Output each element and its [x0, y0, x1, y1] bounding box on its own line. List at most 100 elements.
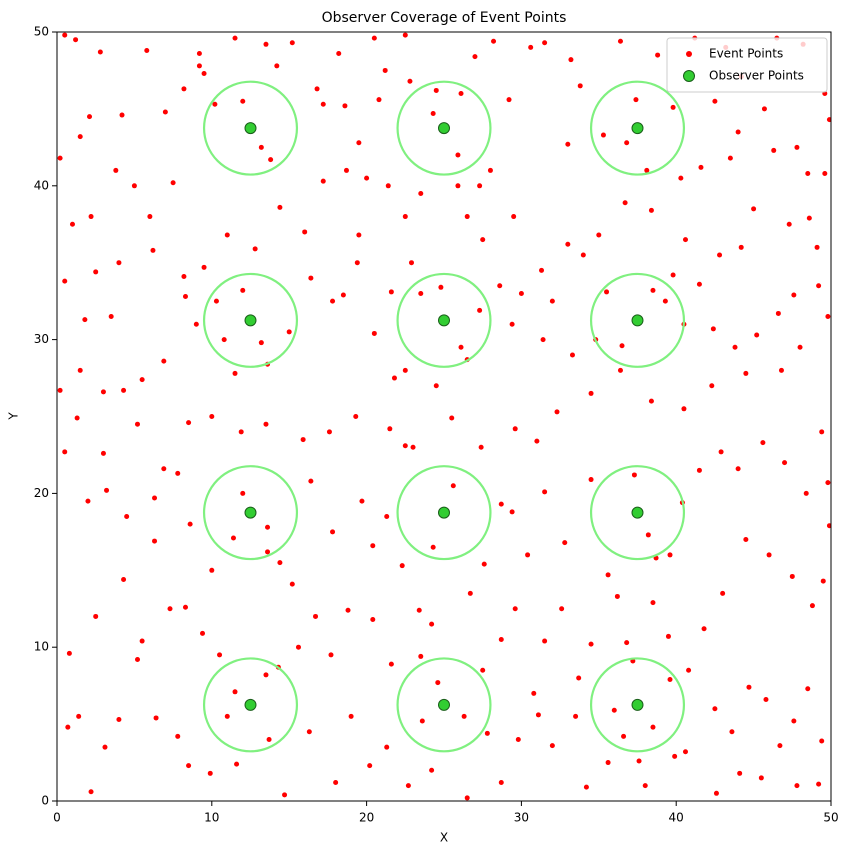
event-point: [619, 343, 625, 349]
event-point: [644, 167, 650, 173]
x-tick-label: 20: [359, 811, 374, 825]
event-point: [743, 537, 749, 543]
event-point: [718, 449, 724, 455]
observer-point: [438, 698, 450, 711]
event-point: [735, 466, 741, 472]
event-point: [134, 657, 140, 663]
event-point: [320, 101, 326, 107]
event-point: [480, 667, 486, 673]
legend-label: Observer Points: [709, 69, 804, 83]
event-point: [624, 140, 630, 146]
event-point: [308, 275, 314, 281]
coverage-circle: [396, 657, 492, 753]
event-point: [100, 450, 106, 456]
event-point: [642, 783, 648, 789]
event-point: [153, 715, 159, 721]
event-point: [672, 753, 678, 759]
event-point: [196, 63, 202, 69]
observer-point: [631, 698, 644, 711]
event-point: [405, 783, 411, 789]
event-point: [266, 736, 272, 742]
event-point: [636, 758, 642, 764]
event-point: [678, 175, 684, 181]
event-point: [515, 736, 521, 742]
event-point: [458, 344, 464, 350]
event-point: [97, 49, 103, 55]
event-point: [82, 317, 88, 323]
y-tick-label: 40: [34, 178, 49, 192]
event-point: [354, 260, 360, 266]
event-point: [161, 358, 167, 364]
event-point: [806, 215, 812, 221]
event-point: [498, 780, 504, 786]
event-point: [348, 713, 354, 719]
event-point: [212, 101, 218, 107]
event-point: [712, 98, 718, 104]
event-point: [633, 97, 639, 103]
y-tick-label: 30: [34, 332, 49, 346]
event-point: [181, 86, 187, 92]
event-point: [224, 713, 230, 719]
event-point: [77, 367, 83, 373]
event-point: [119, 112, 125, 118]
event-point: [399, 563, 405, 569]
chart-title: Observer Coverage of Event Points: [322, 10, 567, 26]
event-point: [167, 606, 173, 612]
event-point: [336, 51, 342, 57]
event-point: [738, 244, 744, 250]
event-point: [650, 287, 656, 293]
event-point: [150, 247, 156, 253]
event-point: [258, 340, 264, 346]
event-point: [662, 298, 668, 304]
event-point: [540, 337, 546, 343]
event-point: [419, 718, 425, 724]
event-point: [371, 35, 377, 41]
event-point: [232, 370, 238, 376]
event-point: [88, 789, 94, 795]
coverage-circle: [396, 465, 492, 561]
event-point: [791, 718, 797, 724]
observer-point: [631, 122, 644, 135]
event-point: [371, 330, 377, 336]
event-point: [511, 214, 517, 220]
event-point: [302, 229, 308, 235]
event-point: [600, 132, 606, 138]
event-point: [648, 398, 654, 404]
event-point: [534, 438, 540, 444]
coverage-circle: [202, 80, 299, 176]
event-point: [207, 770, 213, 776]
event-point: [77, 134, 83, 140]
event-point: [182, 604, 188, 610]
event-point: [565, 241, 571, 247]
event-point: [472, 54, 478, 60]
x-tick-label: 30: [514, 811, 529, 825]
event-point: [418, 190, 424, 196]
event-point: [822, 170, 828, 176]
event-point: [717, 252, 723, 258]
event-point: [549, 298, 555, 304]
event-point: [221, 337, 227, 343]
event-point: [209, 567, 215, 573]
event-point: [535, 712, 541, 718]
event-point: [282, 792, 288, 798]
event-point: [819, 738, 825, 744]
y-tick-label: 20: [34, 486, 49, 500]
event-point: [313, 613, 319, 619]
event-point: [737, 770, 743, 776]
event-point: [306, 729, 312, 735]
event-point: [353, 414, 359, 419]
event-point: [289, 581, 295, 587]
event-point: [645, 532, 651, 538]
event-point: [648, 207, 654, 213]
event-point: [729, 729, 735, 735]
event-point: [464, 795, 470, 801]
observer-point: [244, 314, 257, 327]
coverage-circle: [589, 272, 686, 368]
event-point: [295, 644, 301, 650]
event-point: [569, 352, 575, 358]
event-point: [69, 221, 75, 227]
event-point: [478, 444, 484, 450]
event-point: [289, 40, 295, 46]
event-point: [418, 653, 424, 659]
event-point: [186, 763, 192, 769]
